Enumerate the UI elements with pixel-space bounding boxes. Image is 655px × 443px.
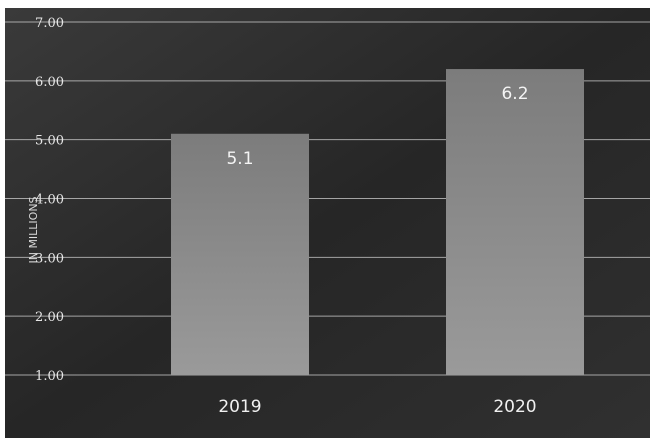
- bar-2020: [446, 69, 584, 376]
- data-labels: 5.1 6.2: [226, 84, 528, 169]
- y-axis-title: IN MILLIONS: [27, 196, 40, 263]
- data-label: 5.1: [226, 149, 253, 169]
- y-axis-ticks: 1.00 2.00 3.00 4.00 5.00 6.00 7.00: [35, 16, 64, 384]
- y-tick-label: 2.00: [35, 310, 64, 325]
- bar-2019: [171, 133, 309, 375]
- y-tick-label: 7.00: [35, 16, 64, 31]
- y-tick-label: 4.00: [35, 193, 64, 208]
- x-axis-ticks: 2019 2020: [218, 397, 536, 417]
- y-tick-label: 5.00: [35, 134, 64, 149]
- x-tick-label: 2020: [493, 397, 536, 417]
- x-tick-label: 2019: [218, 397, 261, 417]
- bars: [171, 69, 584, 376]
- y-tick-label: 1.00: [35, 369, 64, 384]
- y-tick-label: 6.00: [35, 75, 64, 90]
- y-tick-label: 3.00: [35, 251, 64, 266]
- data-label: 6.2: [501, 84, 528, 104]
